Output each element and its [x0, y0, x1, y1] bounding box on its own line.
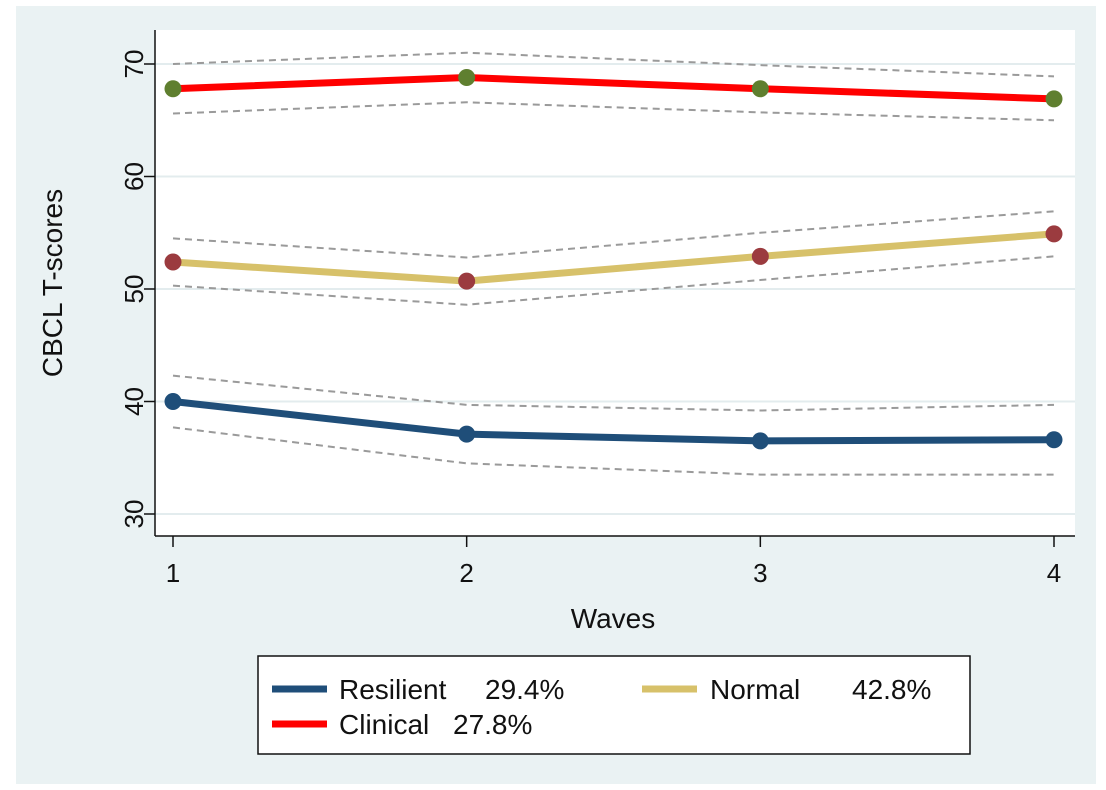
series-line-resilient — [169, 398, 1058, 445]
ci-upper-clinical — [172, 51, 1055, 78]
legend: Resilient 29.4% Normal 42.8% Clinical 27… — [257, 655, 971, 755]
x-tick-label-4: 4 — [1047, 558, 1061, 588]
ci-lower-resilient — [172, 426, 1054, 476]
y-tick-label-40: 40 — [119, 387, 149, 416]
point-clinical-wave-3 — [751, 80, 769, 98]
legend-label-normal: Normal — [710, 674, 800, 705]
point-normal-wave-4 — [1045, 225, 1063, 243]
y-tick-label-50: 50 — [119, 275, 149, 304]
legend-label-clinical: Clinical — [339, 709, 429, 740]
legend-label-resilient: Resilient — [339, 674, 447, 705]
confidence-bands — [172, 51, 1055, 476]
point-normal-wave-3 — [751, 247, 769, 265]
point-resilient-wave-1 — [164, 393, 182, 410]
series-line-clinical — [169, 74, 1058, 103]
series-line-normal — [169, 230, 1058, 285]
legend-item-resilient: Resilient 29.4% — [272, 674, 564, 705]
y-tick-label-30: 30 — [119, 500, 149, 529]
series-points — [164, 69, 1063, 450]
x-tick-label-3: 3 — [753, 558, 767, 588]
y-axis-ticks: 30 40 50 60 70 — [119, 50, 155, 529]
point-clinical-wave-2 — [458, 69, 476, 86]
x-tick-label-2: 2 — [459, 558, 473, 588]
point-clinical-wave-1 — [164, 80, 182, 98]
x-axis-ticks: 1 2 3 4 — [166, 536, 1061, 588]
point-normal-wave-2 — [458, 272, 476, 290]
point-resilient-wave-2 — [458, 425, 476, 443]
y-tick-label-70: 70 — [119, 50, 149, 79]
legend-share-clinical: 27.8% — [453, 709, 532, 740]
ci-lower-clinical — [172, 101, 1055, 122]
point-resilient-wave-3 — [751, 432, 769, 450]
y-axis-title: CBCL T-scores — [37, 189, 68, 377]
x-axis-title: Waves — [571, 603, 656, 634]
legend-item-clinical: Clinical 27.8% — [272, 709, 532, 740]
ci-upper-normal — [172, 210, 1055, 259]
y-tick-label-60: 60 — [119, 162, 149, 191]
legend-item-normal: Normal 42.8% — [642, 674, 931, 705]
legend-share-normal: 42.8% — [852, 674, 931, 705]
legend-share-resilient: 29.4% — [485, 674, 564, 705]
ci-lower-normal — [172, 255, 1055, 306]
legend-box — [257, 655, 971, 755]
point-normal-wave-1 — [164, 253, 182, 271]
plot-area — [155, 30, 1075, 536]
x-tick-label-1: 1 — [166, 558, 180, 588]
point-resilient-wave-4 — [1045, 431, 1063, 449]
gridlines — [155, 63, 1075, 515]
ci-upper-resilient — [172, 374, 1055, 412]
point-clinical-wave-4 — [1045, 90, 1063, 108]
series-lines — [169, 74, 1058, 445]
